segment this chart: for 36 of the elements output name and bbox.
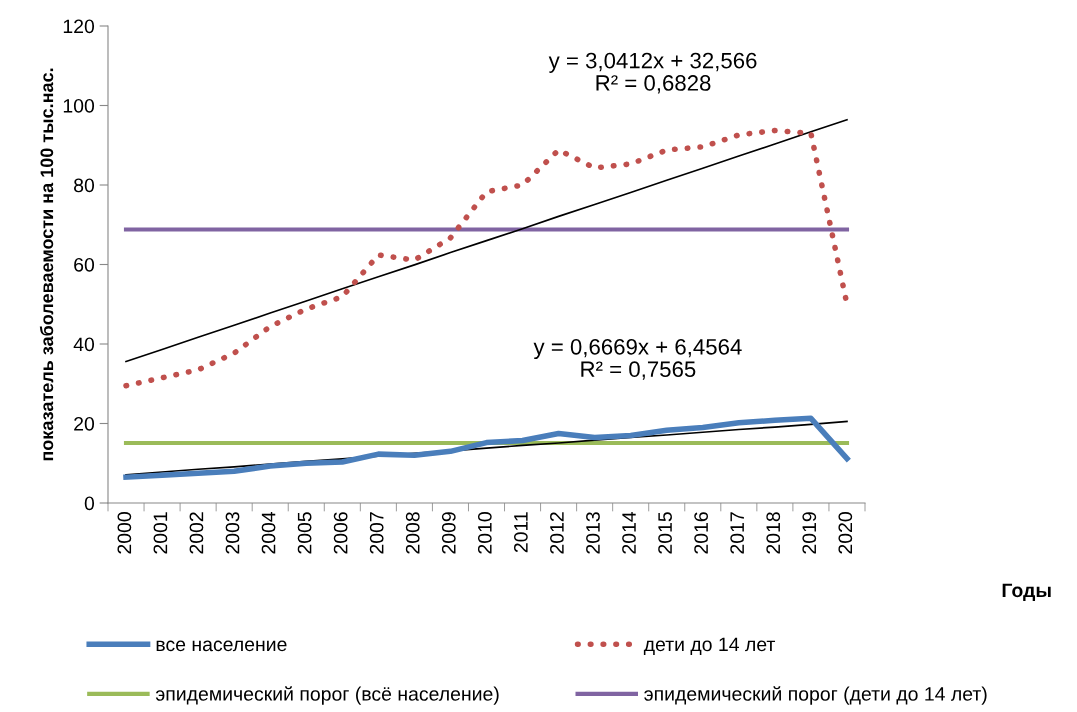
x-tick-label: 2014: [622, 511, 636, 554]
x-tick-label: 2001: [153, 512, 168, 554]
y-tick-label: 120: [63, 19, 95, 34]
x-tick-label: 2011: [514, 512, 528, 553]
x-tick-label: 2005: [297, 512, 312, 554]
x-tick-label: 2009: [441, 512, 456, 554]
y-tick-label: 0: [84, 496, 95, 511]
x-tick-label: 2004: [261, 511, 276, 554]
x-tick-label: 2015: [658, 512, 672, 554]
x-tick-label: 2008: [405, 512, 420, 554]
legend-label: эпидемический порог (всё население): [155, 686, 499, 705]
x-tick-label: 2020: [838, 512, 853, 554]
y-tick-label: 100: [63, 98, 95, 113]
x-tick-label: 2016: [694, 512, 709, 554]
x-tick-label: 2000: [117, 512, 132, 554]
annotation: y = 3,0412x + 32,566 R² = 0,6828: [548, 52, 757, 94]
y-axis-title: показатель заболеваемости на 100 тыс.нас.: [39, 68, 54, 461]
x-tick-label: 2012: [550, 512, 564, 554]
y-tick-label: 80: [74, 178, 95, 193]
annotation: y = 0,6669x + 6,4564 R² = 0,7565: [533, 338, 742, 380]
x-tick-label: 2007: [369, 512, 384, 554]
legend-label: все население: [156, 640, 287, 652]
y-tick-label: 60: [74, 257, 95, 272]
text: Годы: [1002, 583, 1051, 601]
x-tick-label: 2002: [189, 512, 204, 554]
x-tick-label: 2019: [802, 512, 817, 554]
y-tick-label: 20: [74, 416, 95, 431]
x-tick-label: 2013: [586, 512, 600, 554]
legend-label: дети до 14 лет: [643, 637, 776, 655]
x-tick-label: 2010: [477, 512, 492, 554]
x-tick-label: 2003: [225, 512, 240, 554]
x-tick-label: 2006: [333, 512, 348, 554]
legend-label: эпидемический порог (дети до 14 лет): [644, 686, 987, 705]
y-tick-label: 40: [73, 337, 95, 352]
x-tick-label: 2018: [766, 512, 781, 554]
x-tick-label: 2017: [730, 512, 745, 554]
